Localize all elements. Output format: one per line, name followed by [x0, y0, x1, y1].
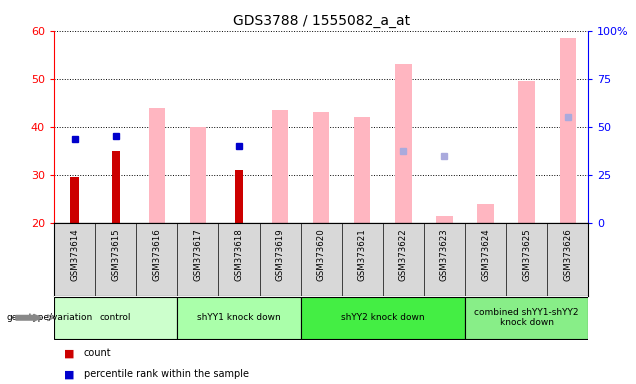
Text: GSM373617: GSM373617 — [193, 228, 202, 281]
Bar — [149, 108, 165, 223]
Text: ■: ■ — [64, 348, 74, 358]
Text: control: control — [100, 313, 132, 322]
Bar — [518, 81, 535, 223]
Text: percentile rank within the sample: percentile rank within the sample — [84, 369, 249, 379]
Bar — [71, 177, 79, 223]
Text: GSM373618: GSM373618 — [235, 228, 244, 281]
Bar — [313, 112, 329, 223]
Text: shYY2 knock down: shYY2 knock down — [341, 313, 425, 322]
Bar — [395, 64, 411, 223]
FancyBboxPatch shape — [301, 296, 465, 339]
Bar — [354, 117, 371, 223]
Text: ■: ■ — [64, 369, 74, 379]
Title: GDS3788 / 1555082_a_at: GDS3788 / 1555082_a_at — [233, 14, 410, 28]
Text: GSM373615: GSM373615 — [111, 228, 120, 281]
FancyBboxPatch shape — [465, 296, 588, 339]
Text: GSM373622: GSM373622 — [399, 228, 408, 281]
Text: GSM373624: GSM373624 — [481, 228, 490, 281]
Text: GSM373621: GSM373621 — [358, 228, 367, 281]
Text: GSM373616: GSM373616 — [152, 228, 162, 281]
FancyBboxPatch shape — [54, 296, 177, 339]
Text: count: count — [84, 348, 111, 358]
Bar — [272, 110, 288, 223]
Text: GSM373623: GSM373623 — [440, 228, 449, 281]
Text: GSM373620: GSM373620 — [317, 228, 326, 281]
Text: shYY1 knock down: shYY1 knock down — [197, 313, 281, 322]
Text: GSM373614: GSM373614 — [70, 228, 79, 281]
Bar — [478, 204, 494, 223]
Text: GSM373626: GSM373626 — [563, 228, 572, 281]
Text: GSM373625: GSM373625 — [522, 228, 531, 281]
Bar — [190, 127, 206, 223]
Bar — [111, 151, 120, 223]
Text: combined shYY1-shYY2
knock down: combined shYY1-shYY2 knock down — [474, 308, 579, 328]
Bar — [560, 38, 576, 223]
FancyBboxPatch shape — [177, 296, 301, 339]
Text: GSM373619: GSM373619 — [275, 228, 284, 281]
Bar — [436, 215, 453, 223]
Bar — [235, 170, 243, 223]
Text: genotype/variation: genotype/variation — [6, 313, 93, 322]
